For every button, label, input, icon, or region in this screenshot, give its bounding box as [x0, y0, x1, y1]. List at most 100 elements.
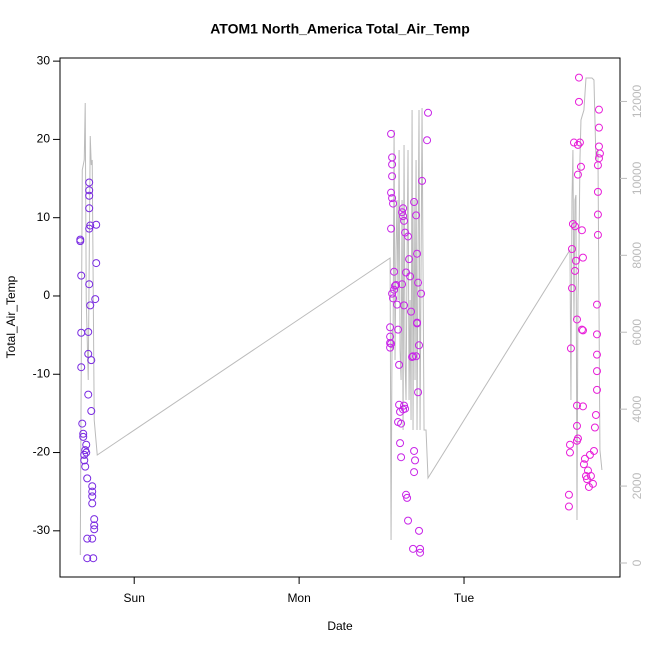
- point: [591, 410, 600, 419]
- y2-tick-label: 4000: [630, 395, 644, 422]
- point: [572, 401, 581, 410]
- point: [88, 492, 97, 501]
- y2-tick-label: 8000: [630, 242, 644, 269]
- point: [565, 448, 574, 457]
- point: [88, 499, 97, 508]
- point: [389, 199, 398, 208]
- point: [574, 97, 583, 106]
- point: [399, 212, 408, 221]
- point: [417, 289, 426, 298]
- y2-tick-label: 10000: [630, 161, 644, 195]
- point: [85, 204, 94, 213]
- y2-tick-label: 2000: [630, 472, 644, 499]
- point: [395, 360, 404, 369]
- point: [400, 301, 409, 310]
- point: [416, 544, 425, 553]
- point: [80, 450, 89, 459]
- point: [588, 479, 597, 488]
- point: [586, 472, 595, 481]
- point: [388, 289, 397, 298]
- point: [82, 440, 91, 449]
- point: [567, 284, 576, 293]
- point: [578, 253, 587, 262]
- point: [88, 534, 97, 543]
- y-tick-label: -10: [33, 366, 51, 380]
- point: [91, 295, 100, 304]
- point: [401, 404, 410, 413]
- point: [414, 388, 423, 397]
- point: [89, 554, 98, 563]
- point: [84, 327, 93, 336]
- point: [412, 211, 421, 220]
- x-tick-label: Sun: [124, 591, 145, 605]
- point: [564, 502, 573, 511]
- point: [567, 245, 576, 254]
- point: [411, 456, 420, 465]
- point: [85, 191, 94, 200]
- point: [412, 352, 421, 361]
- point: [413, 318, 422, 327]
- y-tick-label: 0: [43, 288, 50, 302]
- point: [580, 454, 589, 463]
- point: [85, 178, 94, 187]
- point: [83, 474, 92, 483]
- y-tick-label: -30: [33, 523, 51, 537]
- point: [390, 285, 399, 294]
- point: [394, 325, 403, 334]
- point: [386, 338, 395, 347]
- point: [423, 136, 432, 145]
- point: [398, 208, 407, 217]
- y-tick-label: 20: [37, 132, 51, 146]
- point: [87, 407, 96, 416]
- point: [590, 423, 599, 432]
- altitude-line: [79, 77, 603, 556]
- point: [571, 256, 580, 265]
- point: [83, 554, 92, 563]
- y-tick-label: 10: [37, 210, 51, 224]
- point: [592, 385, 601, 394]
- point: [592, 350, 601, 359]
- point: [594, 105, 603, 114]
- chart-title: ATOM1 North_America Total_Air_Temp: [210, 21, 470, 37]
- point: [386, 323, 395, 332]
- point: [570, 266, 579, 275]
- point: [90, 525, 99, 534]
- point: [594, 154, 603, 163]
- point: [573, 170, 582, 179]
- point: [578, 326, 587, 335]
- point: [578, 402, 587, 411]
- point: [84, 349, 93, 358]
- point: [577, 325, 586, 334]
- point: [404, 516, 413, 525]
- point: [574, 73, 583, 82]
- point: [399, 204, 408, 213]
- point: [392, 281, 401, 290]
- point: [593, 187, 602, 196]
- x-tick-label: Mon: [287, 591, 310, 605]
- point: [585, 450, 594, 459]
- point: [581, 472, 590, 481]
- y-tick-label: -20: [33, 445, 51, 459]
- point: [83, 534, 92, 543]
- point: [78, 419, 87, 428]
- point: [577, 226, 586, 235]
- point: [85, 186, 94, 195]
- point: [569, 138, 578, 147]
- point: [424, 108, 433, 117]
- point: [414, 278, 423, 287]
- plot-frame: [59, 57, 621, 578]
- point: [388, 160, 397, 169]
- point: [410, 198, 419, 207]
- point: [387, 339, 396, 348]
- point: [573, 434, 582, 443]
- point: [82, 448, 91, 457]
- point: [388, 194, 397, 203]
- point: [410, 446, 419, 455]
- point: [87, 356, 96, 365]
- point: [90, 521, 99, 530]
- point: [394, 418, 403, 427]
- point: [406, 272, 415, 281]
- point: [396, 439, 405, 448]
- point: [594, 123, 603, 132]
- point: [572, 315, 581, 324]
